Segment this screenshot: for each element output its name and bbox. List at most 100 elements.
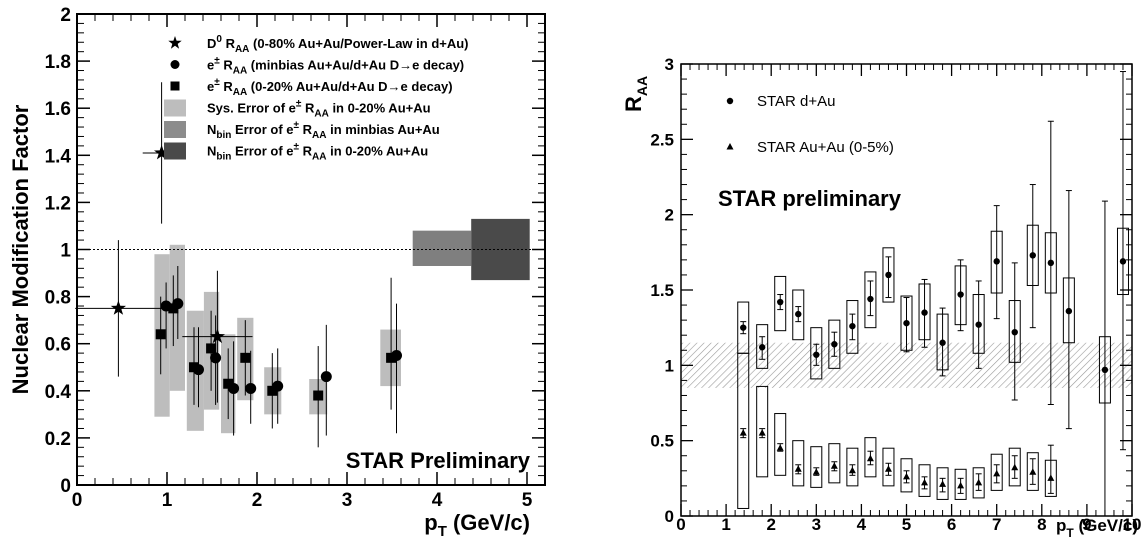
data-point-square: [240, 352, 251, 363]
data-point-square: [189, 362, 199, 373]
text-part: ±: [296, 99, 302, 110]
legend-marker-box: [164, 142, 186, 160]
data-point-triangle: [957, 481, 965, 489]
data-point-triangle: [830, 462, 838, 469]
y-tick-label: 1: [60, 241, 71, 262]
text-part: R: [220, 58, 234, 73]
data-point-circle: [957, 291, 964, 298]
data-point-circle: [885, 271, 892, 279]
nbin-error-box: [412, 230, 472, 266]
data-point-circle: [939, 339, 946, 346]
text-part: N: [207, 122, 216, 137]
x-axis-label: pT (GeV/c): [1056, 516, 1138, 540]
sys-error-box: [900, 458, 913, 493]
text-part: T: [438, 523, 447, 540]
data-point-triangle: [739, 429, 747, 436]
text-part: ±: [214, 56, 220, 67]
sys-error-box: [774, 275, 787, 332]
y-tick-label: 1.4: [45, 146, 72, 167]
sys-error-box: [972, 467, 985, 499]
data-point-circle: [867, 295, 874, 303]
watermark: STAR Preliminary: [346, 448, 531, 473]
legend-label: D0 RAA (0-80% Au+Au/Power-Law in d+Au): [207, 34, 469, 55]
data-point-triangle: [866, 454, 874, 462]
y-tick-label: 1.6: [45, 99, 71, 120]
watermark: STAR preliminary: [718, 186, 902, 211]
legend-marker-circle: [170, 60, 180, 69]
x-tick-label: 2: [252, 490, 263, 511]
x-tick-label: 5: [902, 515, 911, 534]
text-part: Error of e: [231, 144, 293, 159]
sys-error-box: [936, 467, 949, 500]
text-part: AA: [233, 66, 247, 77]
text-part: p: [424, 510, 437, 535]
sys-error-box: [737, 352, 750, 509]
sys-error-box: [954, 468, 967, 500]
text-part: bin: [216, 152, 231, 163]
legend-marker-box: [164, 99, 186, 117]
text-part: R: [220, 79, 234, 94]
data-point-triangle: [939, 480, 947, 487]
data-point-star: [154, 144, 170, 160]
x-tick-label: 9: [1082, 515, 1091, 534]
data-point-square: [267, 385, 278, 396]
text-part: (GeV/c): [1074, 516, 1138, 535]
y-tick-label: 0: [60, 476, 71, 497]
legend-label: STAR d+Au: [757, 93, 836, 110]
text-part: AA: [314, 109, 328, 120]
sys-error-box: [792, 440, 805, 487]
sys-error-box: [882, 247, 895, 303]
legend-label: e± RAA (minbias Au+Au/d+Au D→e decay): [207, 56, 464, 77]
data-point-triangle: [1011, 463, 1019, 471]
data-point-triangle: [848, 466, 856, 474]
legend-label: STAR Au+Au (0-5%): [757, 139, 894, 156]
text-part: e: [207, 79, 214, 94]
y-tick-label: 1.5: [650, 281, 674, 300]
text-part: D: [207, 36, 216, 51]
y-tick-label: 0.5: [650, 432, 674, 451]
legend-marker-square: [170, 81, 180, 91]
legend-label: e± RAA (0-20% Au+Au/d+Au D→e decay): [207, 77, 453, 98]
sys-error-box: [846, 300, 859, 354]
legend-label: Nbin Error of e± RAA in minbias Au+Au: [207, 120, 440, 141]
sys-error-box: [864, 271, 877, 329]
data-point-circle: [921, 309, 928, 316]
data-point-star: [110, 300, 126, 315]
data-point-square: [223, 378, 234, 389]
text-part: p: [1056, 516, 1066, 535]
data-point-triangle: [903, 472, 910, 480]
y-tick-label: 0.4: [45, 382, 72, 403]
data-point-circle: [1011, 328, 1018, 336]
data-point-square: [155, 329, 166, 340]
data-point-circle: [903, 319, 910, 327]
text-part: R: [299, 122, 313, 137]
x-axis-label: pT (GeV/c): [424, 510, 530, 540]
sys-error-box: [756, 324, 769, 369]
text-part: R: [621, 96, 646, 112]
text-part: (0-20% Au+Au/d+Au D→e decay): [247, 79, 452, 94]
data-point-circle: [1119, 258, 1127, 265]
y-tick-label: 3: [665, 55, 674, 74]
sys-error-box: [1008, 447, 1021, 487]
data-point-square: [313, 390, 324, 401]
text-part: AA: [235, 44, 249, 55]
data-point-circle: [1029, 252, 1036, 259]
x-tick-label: 0: [676, 515, 685, 534]
data-point-circle: [1047, 259, 1055, 267]
y-tick-label: 0.6: [45, 335, 71, 356]
text-part: R: [222, 36, 236, 51]
x-tick-label: 8: [1037, 515, 1046, 534]
x-tick-label: 3: [812, 515, 821, 534]
data-point-triangle: [758, 429, 766, 436]
data-point-circle: [831, 341, 838, 348]
text-part: T: [1066, 526, 1074, 540]
data-point-circle: [740, 324, 747, 331]
text-part: (GeV/c): [447, 510, 530, 535]
text-part: bin: [216, 130, 231, 141]
text-part: (0-80% Au+Au/Power-Law in d+Au): [249, 36, 468, 51]
x-tick-label: 4: [432, 490, 443, 511]
x-tick-label: 10: [1123, 515, 1142, 534]
text-part: in 0-20% Au+Au: [329, 101, 431, 116]
sys-error-box: [774, 413, 787, 476]
